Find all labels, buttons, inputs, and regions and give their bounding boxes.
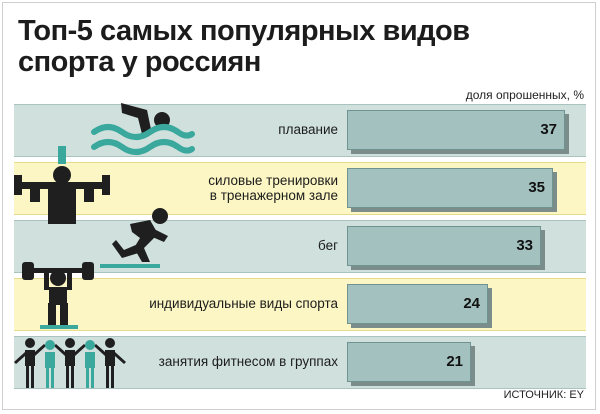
weightlifting-machine-icon bbox=[14, 146, 110, 224]
bar bbox=[347, 342, 471, 382]
category-label-line: бег bbox=[317, 238, 338, 253]
data-label: 21 bbox=[446, 353, 463, 370]
bar bbox=[347, 284, 488, 324]
category-label-line: индивидуальные виды спорта bbox=[149, 296, 338, 311]
unit-label: доля опрошенных, % bbox=[465, 88, 584, 102]
data-label: 35 bbox=[528, 179, 545, 196]
category-label: плавание bbox=[278, 122, 338, 137]
category-label: занятия фитнесом в группах bbox=[159, 354, 338, 369]
bar bbox=[347, 168, 553, 208]
category-label-line: силовые тренировки bbox=[208, 173, 338, 188]
chart-title: Топ-5 самых популярных видов спорта у ро… bbox=[18, 15, 470, 78]
data-label: 24 bbox=[463, 295, 480, 312]
category-label: бег bbox=[318, 238, 338, 253]
bar bbox=[347, 226, 541, 266]
category-label-line: плавание bbox=[278, 122, 338, 137]
fitness-group-icon bbox=[14, 338, 126, 388]
runner-icon bbox=[100, 208, 168, 268]
category-label-line: занятия фитнесом в группах bbox=[158, 354, 338, 369]
swimmer-icon bbox=[91, 103, 195, 155]
barbell-lifter-icon bbox=[22, 262, 94, 329]
bar bbox=[347, 110, 565, 150]
row-band bbox=[14, 278, 586, 331]
data-label: 37 bbox=[540, 121, 557, 138]
category-label: индивидуальные виды спорта bbox=[149, 296, 338, 311]
data-label: 33 bbox=[516, 237, 533, 254]
category-label-line: в тренажерном зале bbox=[209, 188, 338, 203]
category-label: силовые тренировки в тренажерном зале bbox=[208, 173, 338, 203]
source-note: ИСТОЧНИК: EY bbox=[503, 389, 584, 401]
chart-frame bbox=[2, 2, 596, 410]
